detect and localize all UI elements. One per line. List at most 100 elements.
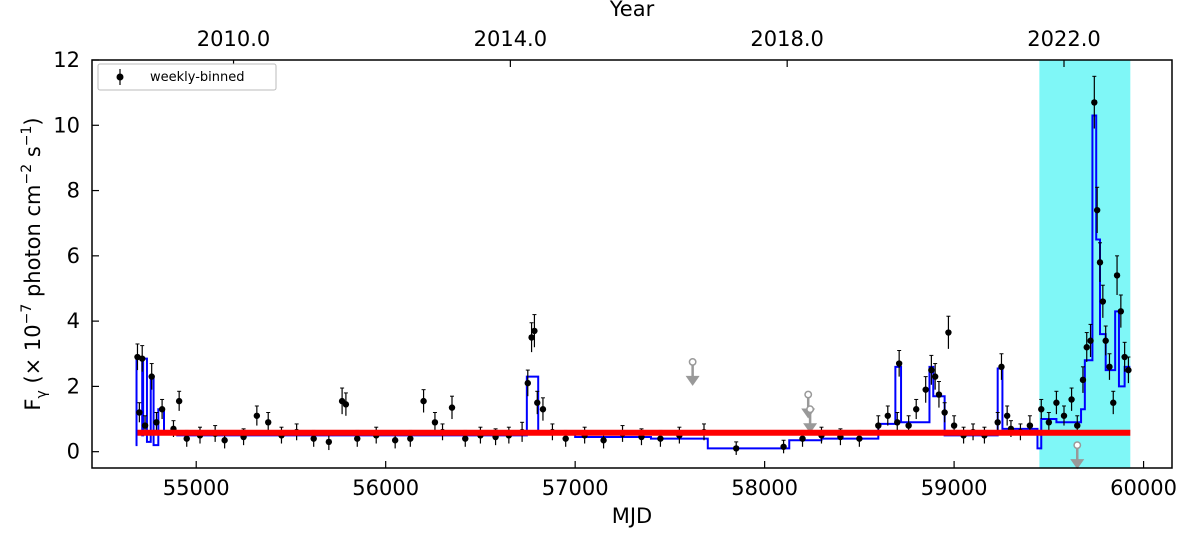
top-axis-label: Year: [609, 0, 655, 21]
data-points-layer: [134, 75, 1132, 455]
data-point: [539, 406, 547, 413]
data-point: [139, 355, 146, 362]
data-point: [998, 363, 1005, 371]
x-tick-label: 59000: [921, 476, 988, 500]
data-point: [600, 437, 607, 444]
upper-limit-marker: [804, 390, 813, 399]
ylabel-rest1: (× 10: [21, 324, 45, 390]
upper-limit-arrow: [803, 423, 818, 434]
data-point: [1026, 422, 1034, 429]
data-point: [141, 422, 149, 429]
data-point: [1093, 206, 1101, 214]
data-point: [945, 329, 952, 336]
data-point: [391, 437, 399, 444]
data-point: [1045, 419, 1053, 426]
data-point: [994, 419, 1001, 426]
data-point: [462, 435, 469, 442]
ylabel-rest4: ): [21, 117, 45, 125]
ylabel-sub: γ: [34, 390, 50, 398]
upper-limits-layer: [685, 357, 1085, 470]
data-point: [221, 437, 228, 444]
data-point: [420, 397, 427, 405]
data-point: [733, 445, 740, 452]
upper-limit-marker: [1073, 441, 1082, 450]
y-axis-label-text: Fγ (× 10−7 photon cm−2 s−1): [19, 117, 50, 410]
data-point: [265, 419, 272, 426]
x-tick-label: 56000: [352, 476, 419, 500]
data-point: [1102, 337, 1109, 344]
data-point: [1096, 259, 1104, 266]
upper-limit-arrow: [685, 375, 700, 386]
data-point: [153, 419, 160, 426]
data-point: [136, 409, 143, 416]
data-point: [534, 399, 541, 406]
data-point: [1083, 344, 1090, 351]
top-tick-label: 2018.0: [750, 27, 823, 51]
data-point: [253, 412, 261, 419]
legend-box: [97, 63, 277, 91]
data-point: [935, 391, 943, 398]
data-point: [928, 366, 935, 374]
data-point: [1125, 366, 1132, 374]
data-point: [431, 419, 439, 426]
data-point: [158, 406, 166, 413]
data-point: [1087, 337, 1094, 344]
data-point: [310, 435, 317, 442]
data-point: [1038, 406, 1045, 413]
step-line: [135, 114, 1131, 450]
x-tick-label: 60000: [1110, 476, 1177, 500]
ylabel-sup2: −2: [19, 164, 35, 185]
data-point: [531, 327, 538, 335]
data-point: [856, 435, 863, 442]
ylabel-rest3: s: [21, 146, 45, 164]
x-axis-label: MJD: [612, 504, 652, 528]
data-point: [325, 438, 333, 446]
y-axis-label: Fγ (× 10−7 photon cm−2 s−1): [19, 117, 50, 410]
ylabel-rest2: photon cm: [21, 184, 45, 303]
data-point: [1099, 298, 1107, 305]
data-point: [894, 419, 901, 426]
data-point: [1003, 412, 1011, 419]
data-point: [354, 435, 361, 442]
step-line-layer: [135, 114, 1131, 450]
data-point: [931, 373, 939, 380]
data-point: [1053, 399, 1060, 406]
data-point: [657, 435, 664, 442]
axes-layer: 55000 56000 57000 58000 59000 60000 0 2 4 6 8 10 12 2…: [53, 27, 1177, 500]
y-tick-label: 0: [67, 440, 80, 464]
data-point: [1106, 363, 1113, 371]
data-point: [342, 401, 350, 408]
data-point: [1117, 308, 1125, 315]
data-point: [183, 435, 190, 442]
data-point: [1074, 422, 1081, 429]
y-tick-label: 10: [53, 113, 80, 137]
top-tick-label: 2022.0: [1027, 27, 1100, 51]
x-tick-label: 55000: [163, 476, 230, 500]
legend-label: weekly-binned: [150, 70, 245, 85]
data-point: [780, 443, 787, 450]
data-point: [524, 379, 531, 387]
upper-limit-marker: [806, 405, 815, 414]
plot-frame: [91, 59, 1173, 469]
upper-limit-arrow: [1070, 459, 1085, 470]
ylabel-sup3: −1: [19, 126, 35, 147]
data-point: [1091, 99, 1098, 106]
data-point: [950, 422, 958, 429]
ylabel-main: F: [21, 399, 45, 411]
data-point: [941, 409, 948, 416]
ylabel-sup1: −7: [19, 304, 35, 325]
data-point: [1079, 376, 1087, 384]
x-tick-label: 57000: [542, 476, 609, 500]
data-point: [875, 422, 882, 429]
top-tick-label: 2010.0: [197, 27, 270, 51]
data-point: [905, 422, 912, 429]
data-point: [1121, 353, 1128, 361]
data-point: [1060, 412, 1068, 419]
y-tick-label: 6: [67, 244, 80, 268]
data-point: [913, 406, 920, 413]
y-tick-label: 8: [67, 179, 80, 203]
y-tick-label: 2: [67, 374, 80, 398]
data-point: [1068, 396, 1075, 403]
data-point: [799, 435, 806, 442]
